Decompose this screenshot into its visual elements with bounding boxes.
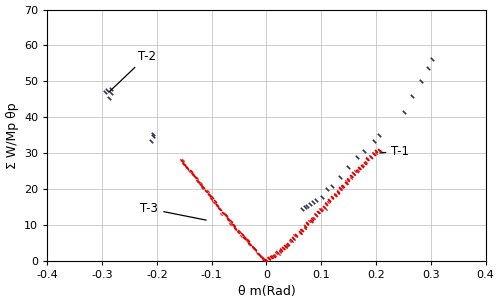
X-axis label: θ m(Rad): θ m(Rad)	[238, 285, 296, 299]
Y-axis label: Σ W/Mp θp: Σ W/Mp θp	[6, 102, 18, 168]
Text: T-3: T-3	[140, 202, 206, 220]
Text: T-2: T-2	[109, 50, 156, 92]
Text: T-1: T-1	[380, 145, 410, 158]
